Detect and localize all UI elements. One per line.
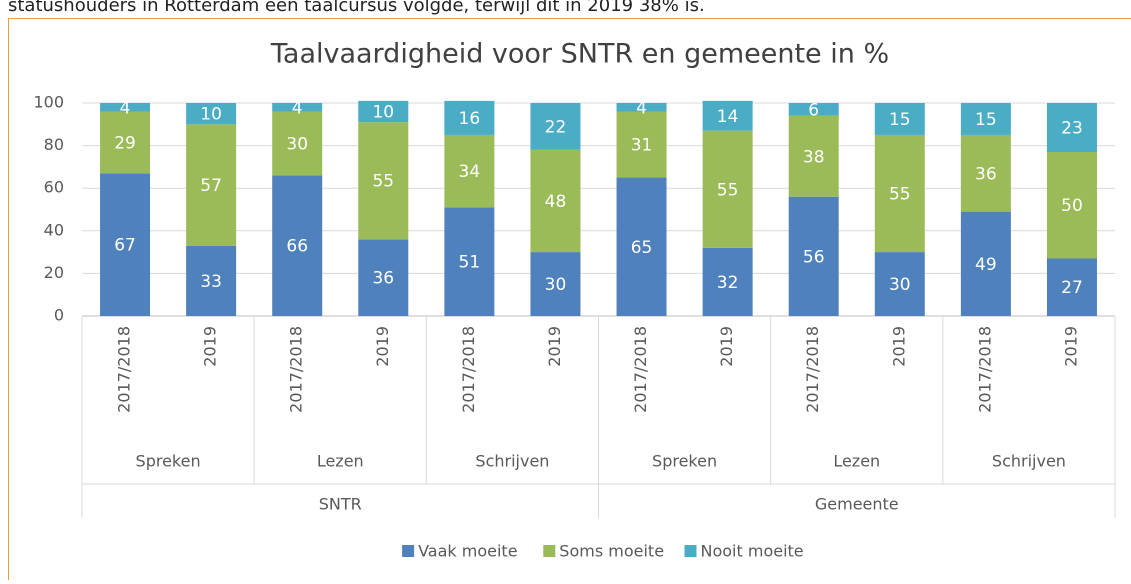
legend-label: Nooit moeite	[701, 542, 804, 561]
data-label: 56	[803, 247, 825, 267]
group-label: Lezen	[833, 452, 880, 471]
group-label: Schrijven	[992, 452, 1066, 471]
x-tick-label: 2017/2018	[459, 326, 478, 413]
x-tick-label: 2019	[889, 326, 908, 367]
data-label: 67	[114, 236, 136, 256]
data-label: 29	[114, 133, 136, 153]
data-label: 14	[717, 107, 739, 127]
data-label: 50	[1061, 196, 1083, 216]
data-label: 36	[372, 269, 394, 289]
data-label: 15	[975, 110, 997, 130]
x-tick-label: 2017/2018	[287, 326, 306, 413]
data-label: 16	[459, 109, 481, 129]
x-tick-label: 2017/2018	[115, 326, 134, 413]
chart-title: Taalvaardigheid voor SNTR en gemeente in…	[270, 39, 889, 70]
data-label: 33	[200, 272, 222, 292]
group-label: Lezen	[317, 452, 364, 471]
legend-swatch	[685, 545, 697, 557]
data-label: 23	[1061, 118, 1083, 138]
data-label: 48	[545, 192, 567, 212]
data-label: 22	[545, 117, 567, 137]
data-label: 10	[372, 103, 394, 123]
data-label: 4	[292, 98, 303, 118]
legend-swatch	[543, 545, 555, 557]
x-tick-label: 2019	[545, 326, 564, 367]
data-label: 55	[372, 172, 394, 192]
data-label: 65	[631, 238, 653, 258]
x-tick-label: 2017/2018	[631, 326, 650, 413]
data-label: 55	[889, 185, 911, 205]
data-label: 15	[889, 110, 911, 130]
x-tick-label: 2019	[201, 326, 220, 367]
data-label: 4	[636, 98, 647, 118]
y-tick-label: 60	[44, 178, 64, 197]
data-label: 6	[808, 100, 819, 120]
data-label: 30	[889, 275, 911, 295]
group-label: Schrijven	[475, 452, 549, 471]
data-label: 30	[545, 275, 567, 295]
x-tick-label: 2017/2018	[803, 326, 822, 413]
data-label: 32	[717, 273, 739, 293]
legend-label: Soms moeite	[559, 542, 664, 561]
intro-text: statushouders in Rotterdam een taalcursu…	[8, 0, 705, 16]
data-label: 57	[200, 176, 222, 196]
data-label: 49	[975, 255, 997, 275]
data-label: 36	[975, 164, 997, 184]
y-tick-label: 40	[44, 220, 64, 239]
data-label: 38	[803, 147, 825, 167]
supergroup-label: Gemeente	[815, 495, 899, 514]
data-label: 31	[631, 136, 653, 156]
data-label: 34	[459, 162, 481, 182]
data-label: 4	[120, 98, 131, 118]
legend-label: Vaak moeite	[418, 542, 517, 561]
supergroup-label: SNTR	[319, 495, 362, 514]
data-label: 55	[717, 180, 739, 200]
y-tick-label: 0	[54, 306, 64, 325]
data-label: 51	[459, 253, 481, 273]
y-tick-label: 80	[44, 135, 64, 154]
group-label: Spreken	[652, 452, 717, 471]
data-label: 27	[1061, 278, 1083, 298]
legend-swatch	[402, 545, 414, 557]
data-label: 10	[200, 105, 222, 125]
x-tick-label: 2019	[717, 326, 736, 367]
y-tick-label: 20	[44, 263, 64, 282]
group-label: Spreken	[136, 452, 201, 471]
data-label: 30	[286, 134, 308, 154]
x-tick-label: 2017/2018	[975, 326, 994, 413]
x-tick-label: 2019	[373, 326, 392, 367]
y-tick-label: 100	[33, 93, 64, 112]
x-tick-label: 2019	[1061, 326, 1080, 367]
data-label: 66	[286, 237, 308, 257]
